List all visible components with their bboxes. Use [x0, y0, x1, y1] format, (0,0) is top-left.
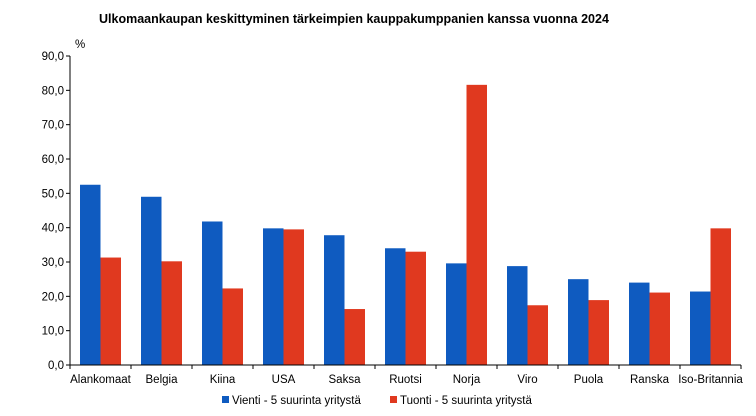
x-tick-label: Norja	[453, 374, 481, 386]
bar-vienti-ranska	[629, 282, 650, 365]
y-tick-label: 0,0	[48, 360, 64, 372]
x-axis: Alankomaat Belgia Kiina USA Saksa Ruotsi Norja…	[69, 364, 743, 386]
y-tick-label: 50,0	[42, 188, 64, 200]
y-tick-label: 40,0	[42, 223, 64, 235]
bar-vienti-iso-britannia	[690, 291, 711, 365]
x-tick-label: Ranska	[630, 374, 670, 386]
bar-tuonti-puola	[588, 300, 609, 365]
x-tick-label: Saksa	[329, 374, 362, 386]
bar-vienti-viro	[507, 266, 528, 365]
bar-tuonti-belgia	[161, 261, 182, 365]
legend-swatch	[390, 396, 397, 403]
bar-vienti-norja	[446, 263, 467, 365]
y-tick-label: 70,0	[42, 120, 64, 132]
bar-vienti-puola	[568, 279, 589, 365]
y-tick-label: 90,0	[42, 51, 64, 63]
y-tick-label: 10,0	[42, 326, 64, 338]
y-axis-unit-label: %	[75, 39, 85, 51]
chart-title: Ulkomaankaupan keskittyminen tärkeimpien…	[99, 12, 609, 26]
bar-vienti-ruotsi	[385, 248, 406, 365]
x-tick-label: Ruotsi	[389, 374, 422, 386]
x-tick-label: Puola	[574, 374, 604, 386]
y-tick-label: 20,0	[42, 291, 64, 303]
bar-tuonti-saksa	[344, 309, 365, 365]
bar-tuonti-norja	[466, 84, 487, 365]
y-axis: 0,0 10,0 20,0 30,0 40,0 50,0 60,0 70,0 80,0 90,0	[42, 51, 71, 372]
x-tick-label: Iso-Britannia	[678, 374, 743, 386]
x-tick-label: Kiina	[210, 374, 236, 386]
bar-tuonti-alankomaat	[100, 257, 121, 365]
legend-swatch	[222, 396, 229, 403]
bar-vienti-belgia	[141, 196, 162, 365]
legend-label: Vienti - 5 suurinta yritystä	[232, 395, 362, 407]
bar-vienti-kiina	[202, 221, 223, 365]
y-tick-label: 60,0	[42, 154, 64, 166]
bars	[80, 84, 731, 365]
y-tick-label: 80,0	[42, 85, 64, 97]
legend: Vienti - 5 suurinta yritystä Tuonti - 5 s…	[222, 395, 532, 407]
bar-tuonti-viro	[527, 305, 548, 365]
bar-tuonti-iso-britannia	[710, 228, 731, 365]
legend-label: Tuonti - 5 suurinta yritystä	[400, 395, 532, 407]
bar-tuonti-usa	[283, 229, 304, 365]
bar-vienti-saksa	[324, 235, 345, 365]
bar-tuonti-ranska	[649, 292, 670, 365]
x-tick-label: USA	[272, 374, 296, 386]
bar-vienti-usa	[263, 228, 284, 365]
y-tick-label: 30,0	[42, 257, 64, 269]
x-tick-label: Belgia	[146, 374, 179, 386]
bar-tuonti-kiina	[222, 288, 243, 365]
bar-vienti-alankomaat	[80, 184, 101, 365]
x-tick-label: Alankomaat	[70, 374, 132, 386]
bar-tuonti-ruotsi	[405, 251, 426, 365]
x-tick-label: Viro	[517, 374, 537, 386]
